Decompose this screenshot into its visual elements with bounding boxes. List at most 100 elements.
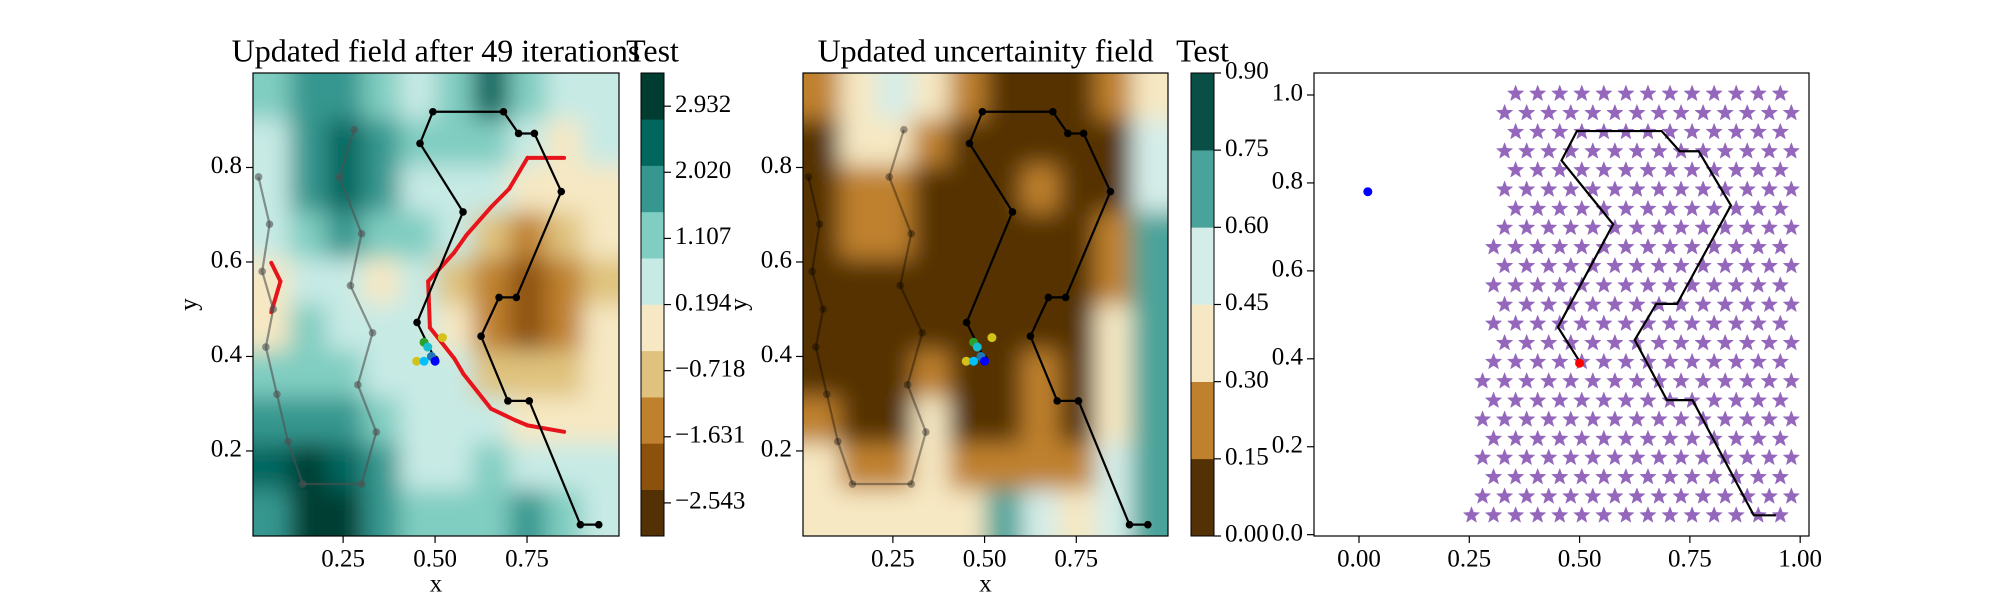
y-tick-label: 0.6 (1272, 256, 1303, 283)
path-marker (1026, 332, 1035, 340)
star-marker (1650, 333, 1668, 351)
star-marker (1661, 429, 1679, 447)
field-cell (436, 489, 474, 536)
field (803, 73, 1168, 536)
star-marker (1650, 142, 1668, 159)
star-marker (1539, 218, 1558, 236)
star-marker (1782, 448, 1801, 466)
star-marker (1738, 218, 1756, 236)
star-marker (1672, 333, 1690, 351)
star-marker (1661, 467, 1679, 485)
star-marker (1694, 295, 1712, 313)
field-cell (472, 443, 510, 491)
star-marker (1727, 352, 1745, 370)
star-marker (1661, 160, 1679, 178)
past-path-marker (896, 281, 905, 290)
star-marker (1584, 333, 1602, 351)
y-tick-label: 0.8 (211, 152, 242, 179)
star-marker (1506, 429, 1525, 447)
star-marker (1595, 84, 1613, 102)
field-cell (839, 489, 877, 536)
star-marker (1495, 218, 1514, 236)
star-marker (1573, 199, 1591, 217)
star-marker (1573, 84, 1591, 102)
field-cell (839, 397, 877, 444)
path-marker (525, 397, 534, 405)
star-marker (1517, 218, 1536, 236)
axes-frame (252, 72, 620, 537)
star-marker (1506, 506, 1525, 523)
colorbar-band (1191, 227, 1214, 305)
star-marker (1716, 256, 1734, 274)
star-marker (1749, 391, 1768, 409)
star-marker (1749, 160, 1768, 178)
field-cell (1058, 350, 1096, 398)
sample-point (423, 342, 433, 352)
star-marker (1782, 103, 1801, 121)
star-marker (1528, 391, 1547, 409)
star-marker (1584, 180, 1602, 197)
star-marker (1506, 391, 1525, 409)
field-cell (582, 304, 619, 352)
x-tick-label: 0.25 (321, 546, 365, 573)
star-marker (1639, 84, 1657, 102)
star-marker (1495, 487, 1514, 504)
star-marker (1771, 84, 1790, 102)
past-path-marker (298, 480, 307, 488)
field-cell (949, 443, 986, 491)
star-marker (1528, 237, 1547, 255)
sample-point (1363, 187, 1373, 197)
field-cell (436, 397, 474, 444)
plot-area (803, 73, 1168, 536)
field-cell (876, 119, 913, 167)
star-marker (1771, 467, 1790, 485)
colorbar-tick-label: 0.00 (1225, 521, 1269, 548)
path-line (965, 110, 1148, 526)
field-cell (253, 443, 291, 491)
field-cell (582, 119, 619, 167)
x-tick-label: 0.50 (963, 546, 1007, 573)
star-marker (1716, 372, 1734, 389)
x-axis-label: x (430, 571, 443, 598)
star-marker (1550, 429, 1569, 447)
star-marker (1760, 487, 1779, 504)
x-axis-label: x (979, 571, 992, 598)
star-marker (1672, 180, 1690, 197)
sample-point (980, 356, 990, 366)
threshold-contour (513, 418, 530, 428)
field-cell (1095, 397, 1132, 444)
star-marker (1539, 448, 1558, 466)
star-marker (1650, 487, 1668, 504)
star-marker (1628, 218, 1646, 236)
x-tick-label: 0.75 (505, 546, 549, 573)
star-marker (1573, 314, 1591, 332)
star-marker (1573, 506, 1591, 523)
star-marker (1628, 410, 1646, 427)
star-marker (1694, 487, 1712, 504)
field-cell (545, 443, 583, 491)
past-path-marker (284, 437, 292, 446)
star-marker (1628, 295, 1646, 313)
star-marker (1782, 487, 1801, 504)
star-marker (1495, 103, 1514, 121)
past-path-marker (258, 267, 266, 276)
star-marker (1506, 276, 1525, 293)
star-marker (1528, 314, 1547, 332)
y-tick-label: 0.4 (761, 341, 793, 368)
star-marker (1495, 448, 1514, 466)
star-marker (1517, 142, 1536, 159)
star-marker (1495, 256, 1514, 274)
star-marker (1573, 160, 1591, 178)
star-marker (1617, 237, 1635, 255)
star-marker (1528, 199, 1547, 217)
threshold-contour (488, 406, 518, 423)
field-cell (362, 489, 400, 536)
past-path-marker (907, 229, 916, 238)
star-marker (1639, 276, 1657, 293)
star-marker (1595, 160, 1613, 178)
field-cell (582, 165, 619, 213)
star-marker (1705, 467, 1723, 485)
field-cell (803, 397, 840, 444)
star-marker (1539, 487, 1558, 504)
field-cell (326, 443, 364, 491)
